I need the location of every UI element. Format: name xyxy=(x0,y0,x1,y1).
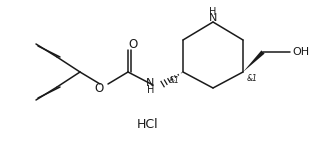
Text: &1: &1 xyxy=(169,76,180,85)
Text: H: H xyxy=(209,7,217,17)
Text: HCl: HCl xyxy=(137,119,159,132)
Text: &1: &1 xyxy=(247,74,258,83)
Text: N: N xyxy=(146,78,154,88)
Text: O: O xyxy=(95,81,104,94)
Text: H: H xyxy=(147,85,154,95)
Polygon shape xyxy=(243,50,265,72)
Text: OH: OH xyxy=(292,47,309,57)
Text: N: N xyxy=(209,13,217,23)
Text: O: O xyxy=(128,39,138,52)
